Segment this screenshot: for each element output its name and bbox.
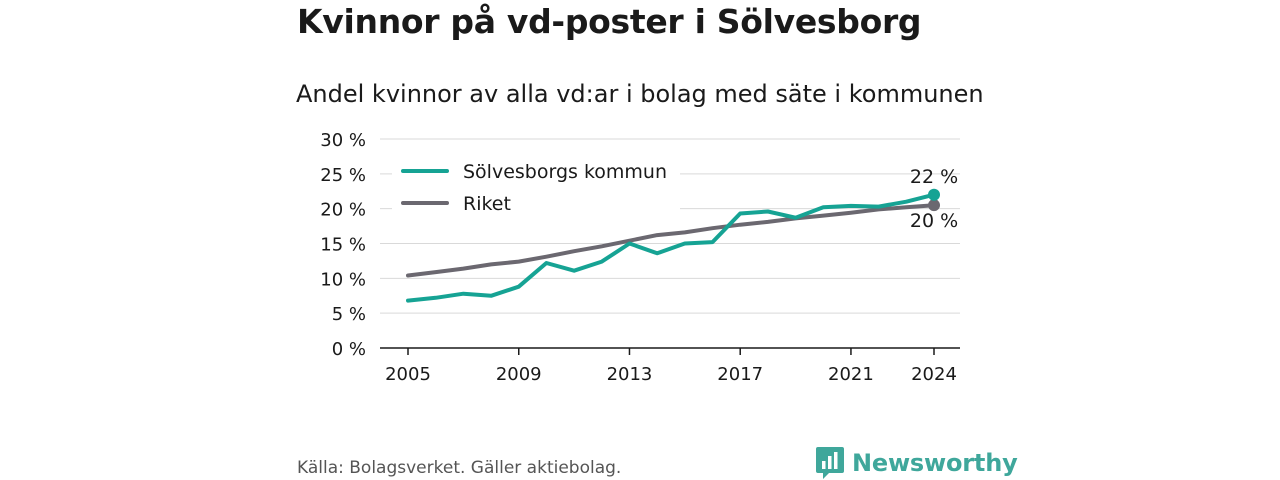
end-markers — [928, 188, 940, 212]
end-label-riket: 20 % — [910, 210, 958, 232]
x-tick-label: 2013 — [607, 364, 653, 385]
end-label-solvesborg: 22 % — [910, 166, 958, 188]
legend-background — [392, 153, 680, 217]
series-line-solvesborg — [406, 192, 936, 303]
y-tick-label: 10 % — [320, 269, 366, 290]
y-axis-ticks: 0 % 5 % 10 % 15 % 20 % 25 % 30 % — [320, 130, 366, 360]
chart-subtitle: Andel kvinnor av alla vd:ar i bolag med … — [296, 80, 984, 108]
brand-name: Newsworthy — [852, 449, 1018, 477]
x-axis-ticks: 2005 2009 2013 2017 2021 2024 — [385, 348, 957, 385]
x-tick-label: 2024 — [911, 364, 957, 385]
legend-label-riket: Riket — [463, 193, 511, 215]
y-tick-label: 20 % — [320, 200, 366, 221]
legend: Sölvesborgs kommun Riket — [392, 153, 680, 217]
x-tick-label: 2017 — [717, 364, 763, 385]
y-tick-label: 5 % — [332, 304, 366, 325]
chart-title: Kvinnor på vd-poster i Sölvesborg — [297, 2, 922, 41]
y-tick-label: 30 % — [320, 130, 366, 151]
end-point-solvesborg — [928, 188, 940, 201]
series-lines — [406, 192, 936, 303]
y-tick-label: 0 % — [332, 339, 366, 360]
x-tick-label: 2005 — [385, 364, 431, 385]
source-note: Källa: Bolagsverket. Gäller aktiebolag. — [297, 458, 622, 478]
newsworthy-icon — [816, 447, 844, 479]
series-line-riket — [406, 203, 936, 278]
line-chart: 0 %5 %10 %15 %20 %25 %30 % 2005 2009 2013 2… — [320, 130, 960, 385]
x-tick-label: 2009 — [496, 364, 542, 385]
y-tick-label: 15 % — [320, 235, 366, 256]
x-tick-label: 2021 — [828, 364, 874, 385]
legend-label-solvesborg: Sölvesborgs kommun — [463, 161, 667, 183]
end-point-riket — [928, 199, 940, 212]
brand-logo: Newsworthy — [815, 446, 1018, 480]
y-tick-label: 25 % — [320, 165, 366, 186]
